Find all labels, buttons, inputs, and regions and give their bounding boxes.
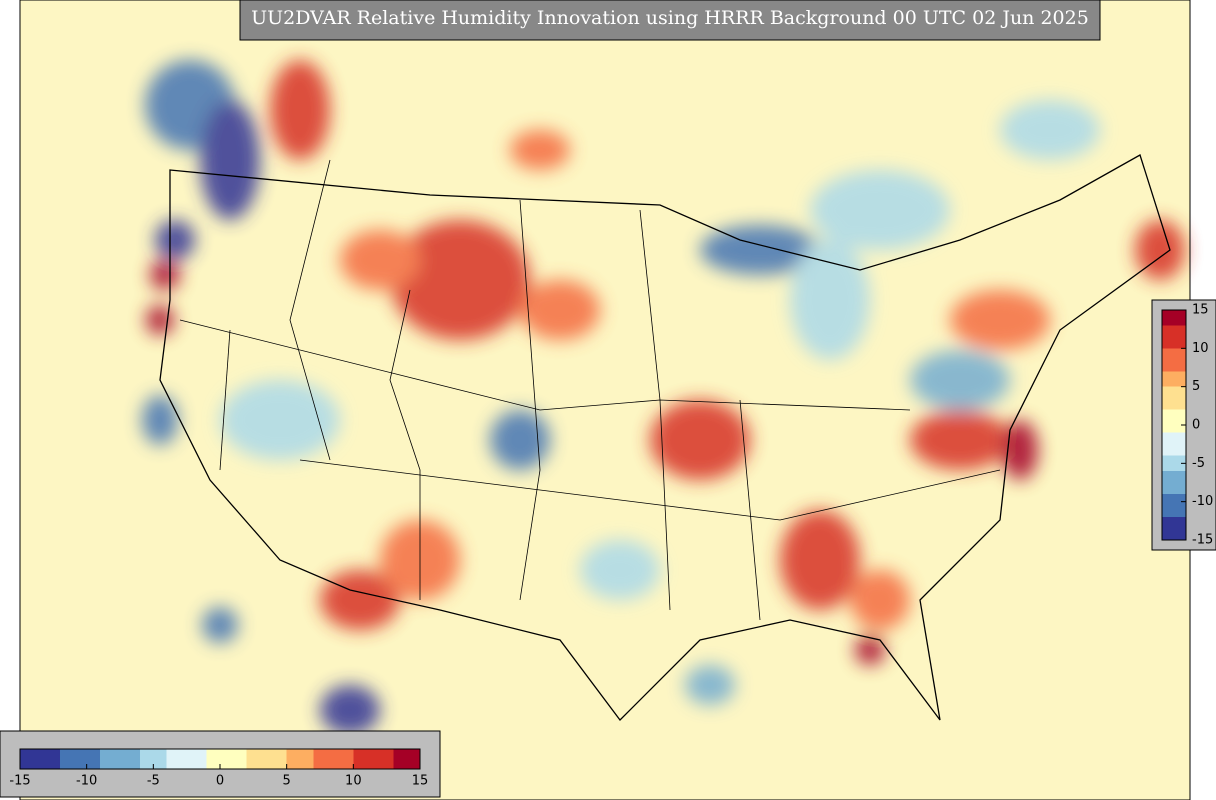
tick-label: 5 xyxy=(1192,379,1200,394)
vertical-colorbar: -15 -10 -5 0 5 10 15 xyxy=(1151,299,1216,551)
tick-label: -5 xyxy=(147,774,160,789)
map-title: UU2DVAR Relative Humidity Innovation usi… xyxy=(251,7,1089,29)
tick-label: -15 xyxy=(9,774,30,789)
tick-label: 15 xyxy=(412,774,429,789)
tick-label: 5 xyxy=(283,774,291,789)
horizontal-colorbar: -15 -10 -5 0 5 10 15 xyxy=(0,730,441,798)
tick-label: -15 xyxy=(1192,533,1213,548)
state-borders xyxy=(179,159,1001,621)
tick-label: 0 xyxy=(216,774,224,789)
tick-label: 15 xyxy=(1192,303,1209,318)
tick-label: -5 xyxy=(1192,456,1205,471)
map-field xyxy=(19,0,1191,800)
tick-label: 10 xyxy=(1192,341,1209,356)
tick-label: 10 xyxy=(345,774,362,789)
title-box: UU2DVAR Relative Humidity Innovation usi… xyxy=(239,0,1101,41)
tick-label: -10 xyxy=(1192,494,1213,509)
coastline xyxy=(159,154,1171,721)
tick-label: 0 xyxy=(1192,418,1200,433)
tick-label: -10 xyxy=(76,774,97,789)
